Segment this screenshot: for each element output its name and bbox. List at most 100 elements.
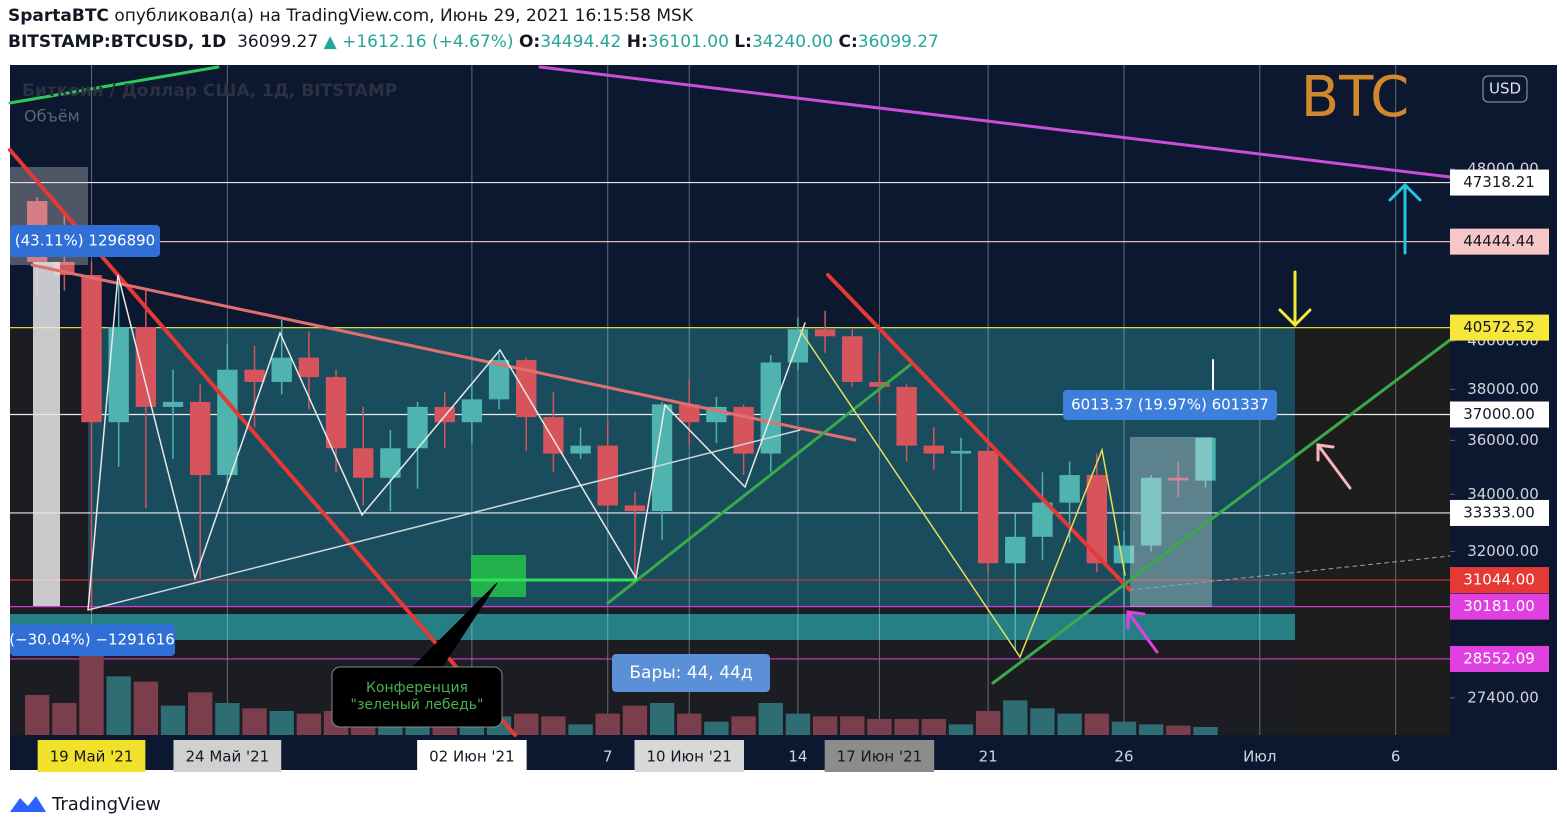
- y-tick-label: 38000.00: [1467, 380, 1539, 398]
- header-line-2: BITSTAMP:BTCUSD, 1D 36099.27 ▲ +1612.16 …: [8, 32, 939, 52]
- wave: [87, 274, 806, 611]
- x-tick-box: [824, 740, 935, 772]
- volume-bar: [1166, 725, 1191, 735]
- volume-bar: [296, 713, 322, 735]
- trend-line: [991, 338, 1452, 685]
- x-tick-label: 10 Июн '21: [646, 748, 732, 766]
- candle-body: [842, 336, 863, 382]
- published: опубликовал(а) на TradingView.com, Июнь …: [114, 6, 693, 26]
- o: 34494.42: [540, 32, 622, 52]
- candle-body: [977, 450, 999, 564]
- symbol: BITSTAMP:BTCUSD, 1D: [8, 32, 227, 52]
- level-label: 33333.00: [1463, 503, 1535, 521]
- volume-bar: [1030, 708, 1055, 735]
- volume-bar: [242, 708, 267, 735]
- volume-bar: [622, 705, 648, 735]
- volume-bar: [1003, 700, 1028, 735]
- volume-bar: [948, 724, 974, 735]
- candle-body: [1005, 536, 1026, 564]
- range-label-box: [10, 624, 175, 656]
- level-box: [1450, 499, 1549, 526]
- volume-bar: [514, 713, 539, 735]
- event-box: [471, 555, 526, 597]
- candle-body: [380, 448, 401, 478]
- candle-body: [135, 326, 157, 407]
- volume-bar: [79, 655, 104, 735]
- trend-line: [1129, 555, 1451, 591]
- level-label: 30181.00: [1463, 597, 1535, 615]
- volume-bar: [541, 716, 566, 735]
- level-label: 44444.44: [1463, 232, 1535, 250]
- level-label: 31044.00: [1463, 571, 1535, 589]
- arrow: [1316, 443, 1352, 490]
- volume-bar: [758, 703, 783, 735]
- volume-bar: [24, 695, 50, 735]
- wave: [799, 329, 1126, 659]
- h: 36101.00: [647, 32, 729, 52]
- trend-line: [826, 273, 1132, 592]
- volume-bar: [1138, 724, 1164, 735]
- volume-bar: [160, 705, 186, 735]
- volume-bar: [215, 703, 240, 735]
- volume-bar: [1057, 713, 1082, 735]
- volume-bar: [106, 676, 131, 735]
- candle-body: [896, 386, 917, 446]
- candle-body: [488, 360, 510, 400]
- legend-title: Биткоин / Доллар США, 1Д, BITSTAMP: [22, 81, 397, 101]
- candle-body: [1059, 475, 1080, 503]
- candle-body: [624, 505, 646, 512]
- trend-line: [606, 363, 912, 605]
- x-tick-label: 6: [1391, 748, 1401, 766]
- range-label: (43.11%) 1296890: [15, 232, 155, 250]
- x-tick-label: 19 Май '21: [50, 748, 134, 766]
- candle-body: [869, 381, 890, 387]
- volume-bar: [840, 716, 865, 735]
- level-label: 40572.52: [1463, 318, 1535, 336]
- candle-body: [923, 445, 944, 454]
- volume-bar: [269, 711, 294, 735]
- watermark: BTC: [1301, 65, 1409, 130]
- overlay: [1130, 437, 1212, 607]
- x-tick-label: 17 Июн '21: [837, 748, 923, 766]
- currency-box: [1482, 75, 1528, 103]
- trend-line: [8, 65, 220, 105]
- overlay: [33, 262, 60, 606]
- volume-bar: [188, 692, 213, 735]
- volume-bar: [704, 721, 729, 735]
- level-box: [1450, 314, 1549, 341]
- volume-bar: [595, 713, 620, 735]
- level-box: [1450, 593, 1549, 620]
- range-label-box: [10, 225, 160, 257]
- c: 36099.27: [857, 32, 939, 52]
- level-box: [1450, 401, 1549, 428]
- level-label: 28552.09: [1463, 649, 1535, 667]
- volume-bar: [894, 719, 919, 735]
- legend-volume: Объём: [24, 107, 80, 126]
- trend-line: [30, 263, 857, 442]
- candle-body: [298, 357, 320, 378]
- level-box: [1450, 645, 1549, 672]
- h-label: H:: [626, 32, 648, 52]
- range-band: [10, 614, 1295, 640]
- level-box: [1450, 228, 1549, 255]
- callout-box: [331, 666, 503, 728]
- candle-body: [434, 406, 455, 423]
- l-label: L:: [734, 32, 752, 52]
- change: ▲ +1612.16 (+4.67%): [323, 32, 514, 52]
- candle-body: [1113, 545, 1135, 564]
- c-label: C:: [838, 32, 858, 52]
- author: SpartaBTC: [8, 6, 109, 26]
- drawings: [8, 65, 1528, 737]
- candle-body: [1086, 475, 1107, 564]
- callout-text: Конференция: [366, 680, 468, 696]
- volume-bar: [921, 719, 946, 735]
- x-tick-box: [634, 740, 744, 772]
- candle-body: [217, 369, 238, 476]
- bars-label: Бары: 44, 44д: [629, 663, 752, 683]
- candle-body: [1195, 437, 1216, 481]
- arrow: [1278, 270, 1312, 328]
- candle-body: [271, 357, 292, 382]
- range-label-box: [1063, 390, 1277, 420]
- dark-zone: [1295, 327, 1450, 735]
